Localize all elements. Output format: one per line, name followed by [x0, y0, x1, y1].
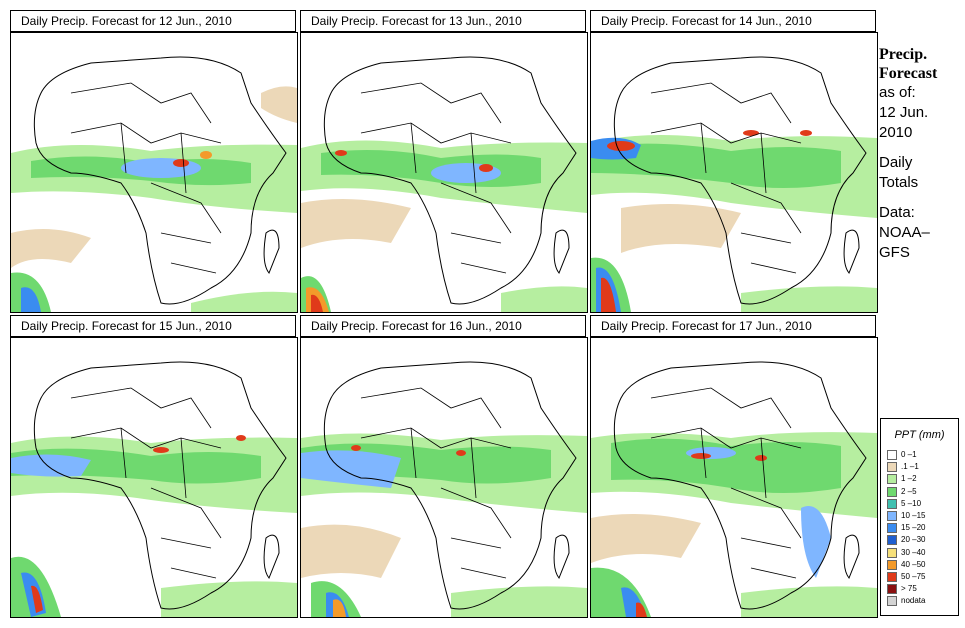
legend-label: 20 –30	[901, 535, 926, 545]
country-borders	[360, 387, 512, 579]
legend-item: 10 –15	[887, 511, 957, 522]
panel-title: Daily Precip. Forecast for 14 Jun., 2010	[590, 10, 876, 32]
precip-field	[301, 433, 587, 617]
legend-item: 20 –30	[887, 535, 957, 546]
legend-swatch	[887, 474, 897, 485]
precip-map	[300, 32, 588, 313]
forecast-panel-14-jun: Daily Precip. Forecast for 14 Jun., 2010	[590, 10, 878, 313]
legend-swatch	[887, 572, 897, 582]
legend-label: 1 –2	[901, 474, 917, 484]
asof-year: 2010	[879, 124, 913, 141]
panel-title: Daily Precip. Forecast for 15 Jun., 2010	[10, 315, 296, 337]
legend-swatch	[887, 559, 897, 570]
panel-title: Daily Precip. Forecast for 13 Jun., 2010	[300, 10, 586, 32]
legend-swatch	[887, 535, 897, 546]
country-borders	[70, 387, 222, 579]
madagascar	[263, 534, 280, 579]
precip-map	[590, 32, 878, 313]
legend-item: 1 –2	[887, 474, 957, 485]
coastline	[33, 361, 287, 610]
legend-swatch	[887, 486, 897, 497]
madagascar	[843, 534, 860, 579]
legend-label: .1 –1	[901, 462, 919, 472]
legend-label: 50 –75	[901, 572, 926, 581]
legend-item: 5 –10	[887, 498, 957, 510]
legend-item: 0 –1	[887, 450, 957, 461]
precip-field	[591, 130, 877, 312]
precip-field	[591, 432, 877, 617]
legend-swatch	[887, 462, 897, 473]
precip-map	[300, 337, 588, 618]
title-line-1: Precip.	[879, 46, 928, 63]
legend-label: 30 –40	[901, 547, 926, 557]
madagascar	[263, 229, 280, 274]
country-borders	[70, 82, 222, 274]
legend-title: PPT (mm)	[894, 429, 945, 441]
panel-title: Daily Precip. Forecast for 12 Jun., 2010	[10, 10, 296, 32]
coastline	[613, 56, 867, 305]
legend-label: 2 –5	[901, 486, 917, 496]
legend-swatch	[887, 547, 897, 558]
forecast-panel-15-jun: Daily Precip. Forecast for 15 Jun., 2010	[10, 315, 298, 618]
coastline	[33, 56, 287, 305]
legend-item: 40 –50	[887, 559, 957, 571]
country-borders	[650, 387, 802, 579]
totals-line-2: Totals	[879, 174, 919, 191]
coastline	[613, 361, 867, 610]
precip-legend: PPT (mm) 0 –1 .1 –1 1 –2 2 –5 5 –10 10 –15 15 …	[880, 418, 959, 616]
legend-label: 10 –15	[901, 511, 926, 520]
title-line-2: Forecast	[879, 65, 938, 82]
legend-item: > 75	[887, 584, 957, 595]
legend-label: 15 –20	[901, 523, 926, 533]
madagascar	[553, 229, 570, 274]
legend-item: .1 –1	[887, 462, 957, 473]
legend-item: 15 –20	[887, 523, 957, 534]
country-borders	[360, 82, 512, 274]
madagascar	[843, 229, 860, 274]
data-source-2: GFS	[879, 244, 910, 261]
coastline	[323, 56, 577, 305]
asof-label: as of:	[879, 84, 916, 101]
data-source-1: NOAA–	[879, 224, 930, 241]
precip-field	[11, 86, 297, 312]
precip-map	[10, 337, 298, 618]
legend-label: nodata	[901, 596, 926, 606]
precip-map	[590, 337, 878, 618]
precip-map	[10, 32, 298, 313]
legend-swatch	[887, 584, 897, 595]
legend-swatch	[887, 523, 897, 534]
asof-date: 12 Jun.	[879, 104, 929, 121]
legend-item: 30 –40	[887, 547, 957, 559]
precip-field	[11, 435, 297, 617]
forecast-panel-17-jun: Daily Precip. Forecast for 17 Jun., 2010	[590, 315, 878, 618]
legend-label: 40 –50	[901, 559, 926, 569]
country-borders	[650, 82, 802, 274]
forecast-info: Precip. Forecast as of: 12 Jun. 2010 Dai…	[879, 45, 965, 263]
panel-title: Daily Precip. Forecast for 16 Jun., 2010	[300, 315, 586, 337]
legend-label: > 75	[901, 584, 917, 594]
forecast-panel-12-jun: Daily Precip. Forecast for 12 Jun., 2010	[10, 10, 298, 313]
legend-swatch	[887, 450, 897, 460]
forecast-panel-13-jun: Daily Precip. Forecast for 13 Jun., 2010	[300, 10, 588, 313]
legend-label: 0 –1	[901, 450, 917, 459]
totals-line-1: Daily	[879, 154, 913, 171]
precip-field	[301, 140, 587, 312]
madagascar	[553, 534, 570, 579]
panel-title: Daily Precip. Forecast for 17 Jun., 2010	[590, 315, 876, 337]
legend-swatch	[887, 498, 897, 509]
legend-item: 2 –5	[887, 486, 957, 498]
coastline	[323, 361, 577, 610]
legend-swatch	[887, 511, 897, 521]
data-label: Data:	[879, 204, 915, 221]
legend-label: 5 –10	[901, 498, 922, 508]
legend-swatch	[887, 596, 897, 607]
forecast-panel-16-jun: Daily Precip. Forecast for 16 Jun., 2010	[300, 315, 588, 618]
legend-item: nodata	[887, 596, 957, 607]
legend-item: 50 –75	[887, 572, 957, 583]
